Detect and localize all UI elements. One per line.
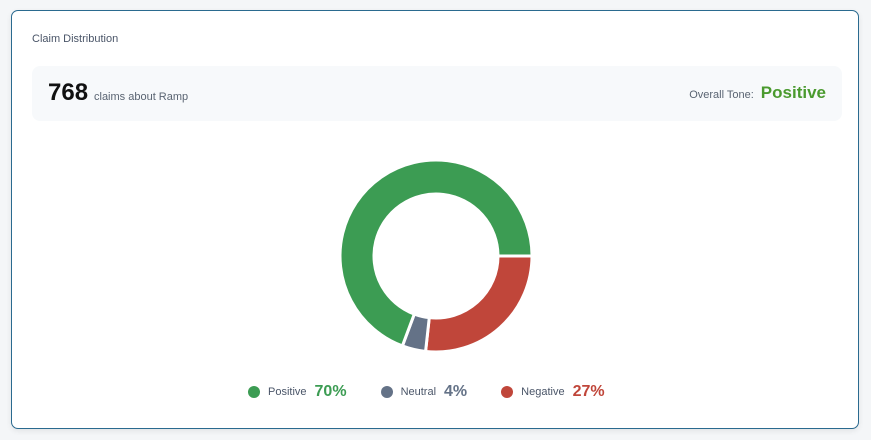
- positive-dot-icon: [248, 386, 260, 398]
- claim-count: 768: [48, 79, 89, 106]
- claim-count-label: claims about Ramp: [94, 91, 189, 103]
- overall-tone: Overall Tone: Positive: [689, 83, 826, 103]
- legend-item-positive: Positive 70%: [248, 383, 347, 401]
- legend-percent: 4%: [444, 383, 468, 400]
- donut-slice-positive[interactable]: [338, 158, 534, 348]
- chart-legend: Positive 70% Neutral 4% Negative 27%: [248, 383, 605, 401]
- summary-panel: 768 claims about Ramp Overall Tone: Posi…: [32, 66, 842, 121]
- legend-label: Negative: [521, 386, 565, 398]
- card-title: Claim Distribution: [32, 33, 119, 45]
- legend-label: Positive: [268, 386, 307, 398]
- negative-dot-icon: [501, 386, 514, 398]
- donut-chart: [338, 158, 534, 354]
- legend-label: Neutral: [400, 386, 437, 398]
- neutral-dot-icon: [380, 386, 393, 398]
- legend-item-neutral: Neutral 4%: [380, 383, 468, 401]
- legend-item-negative: Negative 27%: [501, 383, 605, 401]
- legend-percent: 70%: [314, 383, 347, 400]
- tone-label: Overall Tone:: [689, 89, 754, 101]
- claim-distribution-card: Claim Distribution 768 claims about Ramp…: [11, 10, 859, 429]
- tone-value: Positive: [760, 83, 826, 102]
- legend-percent: 27%: [572, 383, 605, 400]
- donut-slice-negative[interactable]: [423, 254, 534, 354]
